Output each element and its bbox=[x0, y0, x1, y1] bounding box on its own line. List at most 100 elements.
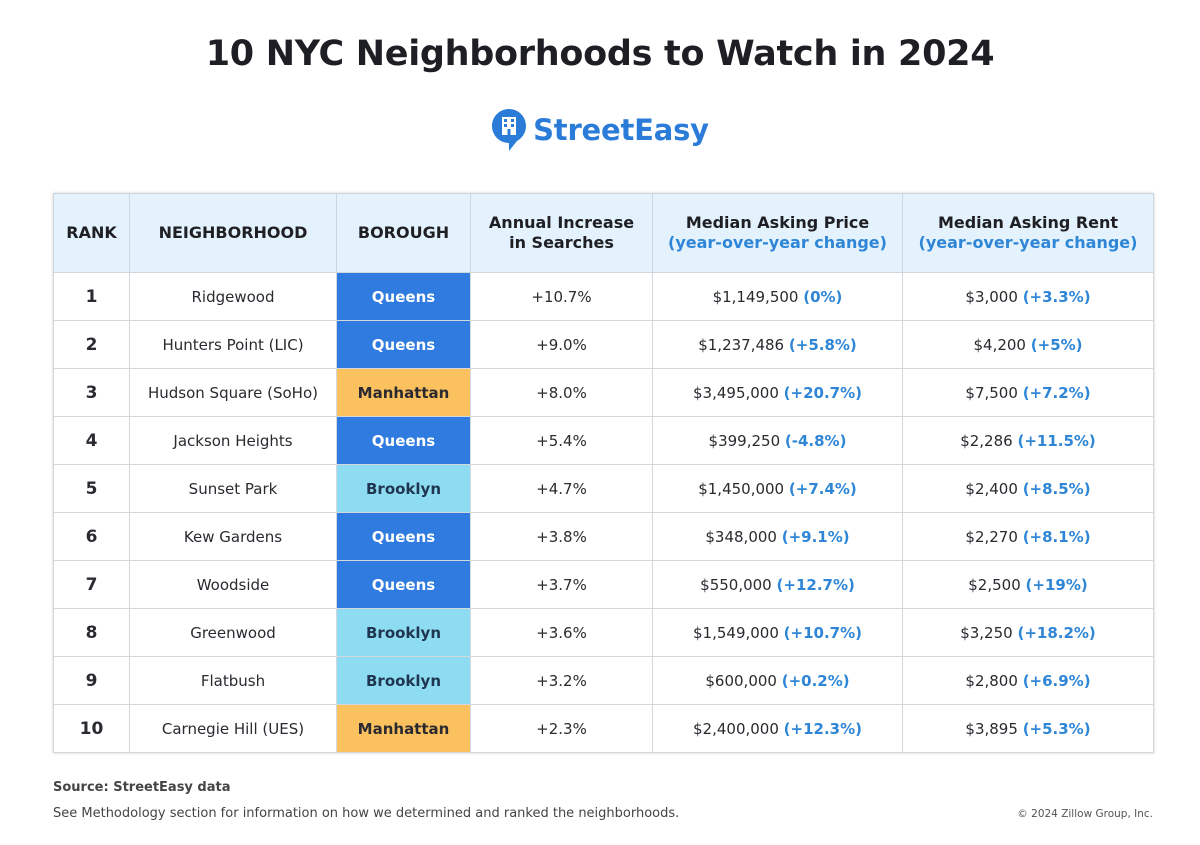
rank-cell: 6 bbox=[53, 512, 130, 561]
header-rent: Median Asking Rent (year-over-year chang… bbox=[902, 193, 1154, 273]
rent-cell: $2,500 (+19%) bbox=[902, 560, 1154, 609]
rank-cell: 1 bbox=[53, 272, 130, 321]
borough-name: Brooklyn bbox=[365, 671, 441, 690]
neighborhood-name: Carnegie Hill (UES) bbox=[161, 719, 305, 738]
borough-name: Brooklyn bbox=[365, 479, 441, 498]
rent-value: $2,270 bbox=[965, 527, 1018, 546]
searches-cell: +10.7% bbox=[470, 272, 653, 321]
table-row: 4 Jackson Heights Queens +5.4% $399,250 (-4.… bbox=[53, 416, 1154, 465]
rank-cell: 5 bbox=[53, 464, 130, 513]
searches-value: +2.3% bbox=[536, 719, 587, 738]
rank-cell: 8 bbox=[53, 608, 130, 657]
searches-value: +3.8% bbox=[536, 527, 587, 546]
table-row: 2 Hunters Point (LIC) Queens +9.0% $1,237,48… bbox=[53, 320, 1154, 369]
borough-name: Brooklyn bbox=[365, 623, 441, 642]
borough-name: Manhattan bbox=[357, 383, 450, 402]
header-rank: RANK bbox=[53, 193, 130, 273]
rank-cell: 3 bbox=[53, 368, 130, 417]
neighborhood-name: Greenwood bbox=[190, 623, 276, 642]
searches-value: +3.6% bbox=[536, 623, 587, 642]
rent-value: $3,250 bbox=[960, 623, 1013, 642]
rank-cell: 10 bbox=[53, 704, 130, 753]
header-price: Median Asking Price (year-over-year chan… bbox=[652, 193, 903, 273]
borough-cell: Manhattan bbox=[336, 704, 471, 753]
rent-cell: $2,270 (+8.1%) bbox=[902, 512, 1154, 561]
price-value: $550,000 bbox=[700, 575, 772, 594]
borough-name: Queens bbox=[371, 575, 436, 594]
rent-value: $2,400 bbox=[965, 479, 1018, 498]
table-header-row: RANK NEIGHBORHOOD BOROUGH Annual Increas… bbox=[53, 193, 1154, 273]
price-value: $2,400,000 bbox=[693, 719, 779, 738]
searches-value: +10.7% bbox=[531, 287, 592, 306]
searches-cell: +5.4% bbox=[470, 416, 653, 465]
price-value: $1,549,000 bbox=[693, 623, 779, 642]
rank-value: 2 bbox=[85, 334, 98, 355]
rank-cell: 2 bbox=[53, 320, 130, 369]
searches-value: +3.2% bbox=[536, 671, 587, 690]
borough-cell: Brooklyn bbox=[336, 464, 471, 513]
source-note: Source: StreetEasy data bbox=[53, 780, 231, 795]
rank-cell: 4 bbox=[53, 416, 130, 465]
price-value: $3,495,000 bbox=[693, 383, 779, 402]
price-cell: $600,000 (+0.2%) bbox=[652, 656, 903, 705]
rent-change: (+5%) bbox=[1030, 335, 1083, 354]
price-change: (+0.2%) bbox=[781, 671, 850, 690]
rent-change: (+3.3%) bbox=[1022, 287, 1091, 306]
price-value: $1,237,486 bbox=[698, 335, 785, 354]
borough-cell: Brooklyn bbox=[336, 608, 471, 657]
price-change: (+12.7%) bbox=[776, 575, 855, 594]
rank-value: 1 bbox=[85, 286, 98, 307]
neighborhood-cell: Sunset Park bbox=[129, 464, 337, 513]
searches-cell: +2.3% bbox=[470, 704, 653, 753]
price-cell: $1,237,486 (+5.8%) bbox=[652, 320, 903, 369]
price-cell: $399,250 (-4.8%) bbox=[652, 416, 903, 465]
building-pin-icon bbox=[492, 109, 527, 151]
table-row: 7 Woodside Queens +3.7% $550,000 (+12.7%) $2,… bbox=[53, 560, 1154, 609]
neighborhood-cell: Kew Gardens bbox=[129, 512, 337, 561]
table-row: 6 Kew Gardens Queens +3.8% $348,000 (+9.1%) $… bbox=[53, 512, 1154, 561]
price-change: (+7.4%) bbox=[788, 479, 857, 498]
neighborhood-cell: Carnegie Hill (UES) bbox=[129, 704, 337, 753]
neighborhood-name: Woodside bbox=[196, 575, 270, 594]
table-row: 3 Hudson Square (SoHo) Manhattan +8.0% $3,49… bbox=[53, 368, 1154, 417]
price-value: $1,149,500 bbox=[712, 287, 799, 306]
borough-cell: Manhattan bbox=[336, 368, 471, 417]
streeteasy-logo: StreetEasy bbox=[0, 108, 1200, 152]
rent-cell: $3,000 (+3.3%) bbox=[902, 272, 1154, 321]
header-rent-line1: Median Asking Rent bbox=[937, 213, 1119, 232]
table-row: 9 Flatbush Brooklyn +3.2% $600,000 (+0.2%) $2… bbox=[53, 656, 1154, 705]
searches-cell: +8.0% bbox=[470, 368, 653, 417]
searches-cell: +4.7% bbox=[470, 464, 653, 513]
rank-value: 5 bbox=[85, 478, 98, 499]
rent-cell: $2,800 (+6.9%) bbox=[902, 656, 1154, 705]
price-cell: $348,000 (+9.1%) bbox=[652, 512, 903, 561]
rent-value: $3,000 bbox=[965, 287, 1018, 306]
logo-text: StreetEasy bbox=[533, 113, 709, 147]
neighborhood-cell: Hudson Square (SoHo) bbox=[129, 368, 337, 417]
header-neighborhood: NEIGHBORHOOD bbox=[129, 193, 337, 273]
borough-name: Queens bbox=[371, 335, 436, 354]
rank-value: 4 bbox=[85, 430, 98, 451]
neighborhood-cell: Hunters Point (LIC) bbox=[129, 320, 337, 369]
rank-value: 8 bbox=[85, 622, 98, 643]
searches-cell: +3.2% bbox=[470, 656, 653, 705]
rent-change: (+18.2%) bbox=[1017, 623, 1096, 642]
searches-value: +4.7% bbox=[536, 479, 587, 498]
neighborhood-name: Hudson Square (SoHo) bbox=[147, 383, 318, 402]
neighborhood-cell: Flatbush bbox=[129, 656, 337, 705]
neighborhood-cell: Ridgewood bbox=[129, 272, 337, 321]
price-change: (+9.1%) bbox=[781, 527, 850, 546]
rent-cell: $4,200 (+5%) bbox=[902, 320, 1154, 369]
rent-change: (+8.5%) bbox=[1022, 479, 1091, 498]
neighborhood-name: Hunters Point (LIC) bbox=[162, 335, 304, 354]
neighborhood-name: Kew Gardens bbox=[183, 527, 283, 546]
price-cell: $1,450,000 (+7.4%) bbox=[652, 464, 903, 513]
neighborhood-name: Ridgewood bbox=[191, 287, 275, 306]
methodology-note: See Methodology section for information … bbox=[53, 806, 680, 821]
borough-name: Manhattan bbox=[357, 719, 450, 738]
page-title: 10 NYC Neighborhoods to Watch in 2024 bbox=[205, 34, 995, 74]
borough-name: Queens bbox=[371, 287, 436, 306]
price-change: (0%) bbox=[803, 287, 843, 306]
price-change: (+5.8%) bbox=[788, 335, 857, 354]
price-value: $348,000 bbox=[705, 527, 777, 546]
